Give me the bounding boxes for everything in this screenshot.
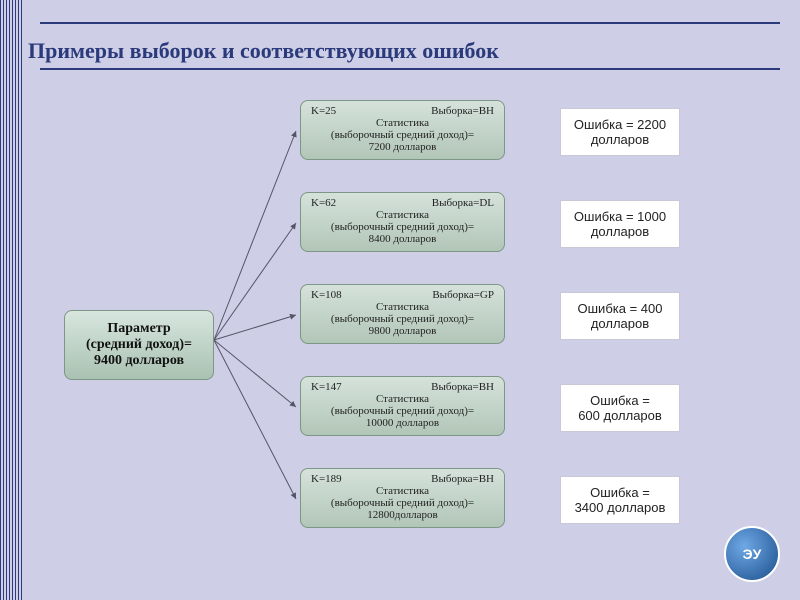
parameter-line2: (средний доход)=: [73, 337, 205, 353]
sample-sel: Выборка=ВН: [431, 473, 494, 485]
sample-stat: Статистика: [307, 485, 498, 497]
error-line1: Ошибка = 2200: [567, 117, 673, 132]
sample-sel: Выборка=BH: [431, 381, 494, 393]
sample-box: K=189 Выборка=ВНСтатистика(выборочный сре…: [300, 468, 505, 528]
page-title: Примеры выборок и соответствующих ошибок: [28, 38, 499, 64]
sample-mid: (выборочный средний доход)=: [307, 497, 498, 509]
logo-text: ЭУ: [743, 546, 762, 562]
sample-k: K=147: [311, 381, 342, 393]
error-line2: долларов: [567, 224, 673, 239]
title-underline: [40, 68, 780, 70]
sample-val: 8400 долларов: [307, 233, 498, 245]
sample-val: 10000 долларов: [307, 417, 498, 429]
error-line1: Ошибка = 400: [567, 301, 673, 316]
sample-sel: Выборка=DL: [432, 197, 494, 209]
sample-stat: Статистика: [307, 209, 498, 221]
error-line2: долларов: [567, 132, 673, 147]
error-box: Ошибка =600 долларов: [560, 384, 680, 432]
logo-badge: ЭУ: [724, 526, 780, 582]
sample-sel: Выборка=GP: [432, 289, 494, 301]
sample-k: K=189: [311, 473, 342, 485]
error-line1: Ошибка =: [567, 393, 673, 408]
top-rule: [40, 22, 780, 24]
sample-val: 7200 долларов: [307, 141, 498, 153]
sample-val: 9800 долларов: [307, 325, 498, 337]
sample-mid: (выборочный средний доход)=: [307, 221, 498, 233]
parameter-box: Параметр (средний доход)= 9400 долларов: [64, 310, 214, 380]
sample-box: K=108 Выборка=GPСтатистика(выборочный сре…: [300, 284, 505, 344]
sample-mid: (выборочный средний доход)=: [307, 405, 498, 417]
parameter-line1: Параметр: [73, 321, 205, 337]
error-line1: Ошибка = 1000: [567, 209, 673, 224]
sample-box: K=25 Выборка=BHСтатистика(выборочный сред…: [300, 100, 505, 160]
sample-stat: Статистика: [307, 117, 498, 129]
sample-k: K=62: [311, 197, 336, 209]
sample-box: K=62 Выборка=DLСтатистика(выборочный сред…: [300, 192, 505, 252]
sample-k: K=25: [311, 105, 336, 117]
sample-mid: (выборочный средний доход)=: [307, 313, 498, 325]
error-line1: Ошибка =: [567, 485, 673, 500]
sample-mid: (выборочный средний доход)=: [307, 129, 498, 141]
sample-box: K=147 Выборка=BHСтатистика(выборочный сре…: [300, 376, 505, 436]
parameter-line3: 9400 долларов: [73, 353, 205, 369]
error-box: Ошибка =3400 долларов: [560, 476, 680, 524]
left-decorative-rail: [0, 0, 24, 600]
sample-k: K=108: [311, 289, 342, 301]
sample-stat: Статистика: [307, 393, 498, 405]
sample-stat: Статистика: [307, 301, 498, 313]
error-line2: 600 долларов: [567, 408, 673, 423]
sample-sel: Выборка=BH: [431, 105, 494, 117]
sample-val: 12800долларов: [307, 509, 498, 521]
error-box: Ошибка = 2200долларов: [560, 108, 680, 156]
error-box: Ошибка = 1000долларов: [560, 200, 680, 248]
error-box: Ошибка = 400долларов: [560, 292, 680, 340]
error-line2: долларов: [567, 316, 673, 331]
error-line2: 3400 долларов: [567, 500, 673, 515]
